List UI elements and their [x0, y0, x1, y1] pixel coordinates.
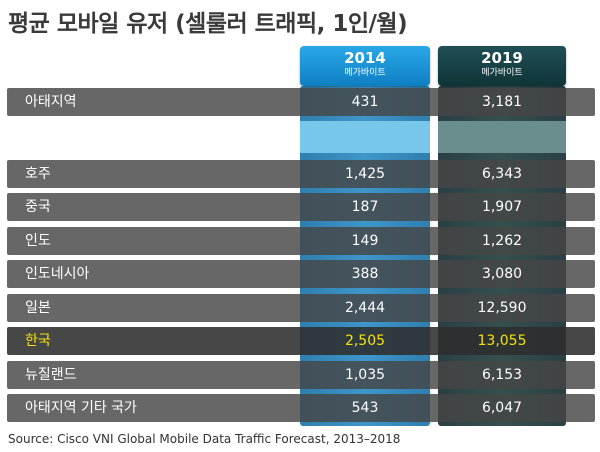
column-unit: 메가바이트 [344, 68, 386, 78]
value-2019: 1,907 [481, 199, 523, 215]
row-label: 호주 [25, 166, 51, 182]
value-2014: 431 [351, 94, 379, 110]
row-label: 아태지역 기타 국가 [25, 400, 137, 416]
value-2014: 149 [351, 233, 379, 249]
column-year: 2019 [481, 49, 523, 67]
value-2014: 388 [351, 266, 379, 282]
value-2014: 187 [351, 199, 379, 215]
row-label: 뉴질랜드 [25, 367, 77, 383]
column-header-2014: 2014 메가바이트 [300, 46, 430, 86]
value-2019: 6,047 [481, 400, 523, 416]
value-2019: 12,590 [477, 300, 527, 316]
source-note: Source: Cisco VNI Global Mobile Data Tra… [8, 432, 401, 446]
table-row: 중국 187 1,907 [7, 193, 595, 221]
column-header-2019: 2019 메가바이트 [438, 46, 566, 86]
spacer-band-2014 [300, 121, 430, 153]
table-row: 인도 149 1,262 [7, 227, 595, 255]
row-label: 중국 [25, 199, 51, 215]
table-row: 아태지역 431 3,181 [7, 88, 595, 116]
table-row: 호주 1,425 6,343 [7, 160, 595, 188]
value-2019: 6,153 [481, 367, 523, 383]
column-year: 2014 [344, 49, 386, 67]
row-label: 한국 [25, 333, 51, 349]
row-label: 인도네시아 [25, 266, 90, 282]
table-row: 일본 2,444 12,590 [7, 294, 595, 322]
value-2019: 6,343 [481, 166, 523, 182]
table-row: 인도네시아 388 3,080 [7, 260, 595, 288]
table-row: 뉴질랜드 1,035 6,153 [7, 361, 595, 389]
table-row: 아태지역 기타 국가 543 6,047 [7, 394, 595, 422]
row-label: 아태지역 [25, 94, 77, 110]
value-2019: 3,181 [481, 94, 523, 110]
value-2014: 2,505 [344, 333, 386, 349]
chart-title: 평균 모바일 유저 (셀룰러 트래픽, 1인/월) [8, 11, 408, 37]
column-unit: 메가바이트 [481, 68, 523, 78]
value-2014: 1,035 [344, 367, 386, 383]
value-2019: 1,262 [481, 233, 523, 249]
value-2019: 13,055 [477, 333, 527, 349]
row-label: 일본 [25, 300, 51, 316]
value-2014: 1,425 [344, 166, 386, 182]
row-label: 인도 [25, 233, 51, 249]
value-2019: 3,080 [481, 266, 523, 282]
spacer-band-2019 [438, 121, 566, 153]
value-2014: 543 [351, 400, 379, 416]
value-2014: 2,444 [344, 300, 386, 316]
table-row: 한국 2,505 13,055 [7, 327, 595, 355]
